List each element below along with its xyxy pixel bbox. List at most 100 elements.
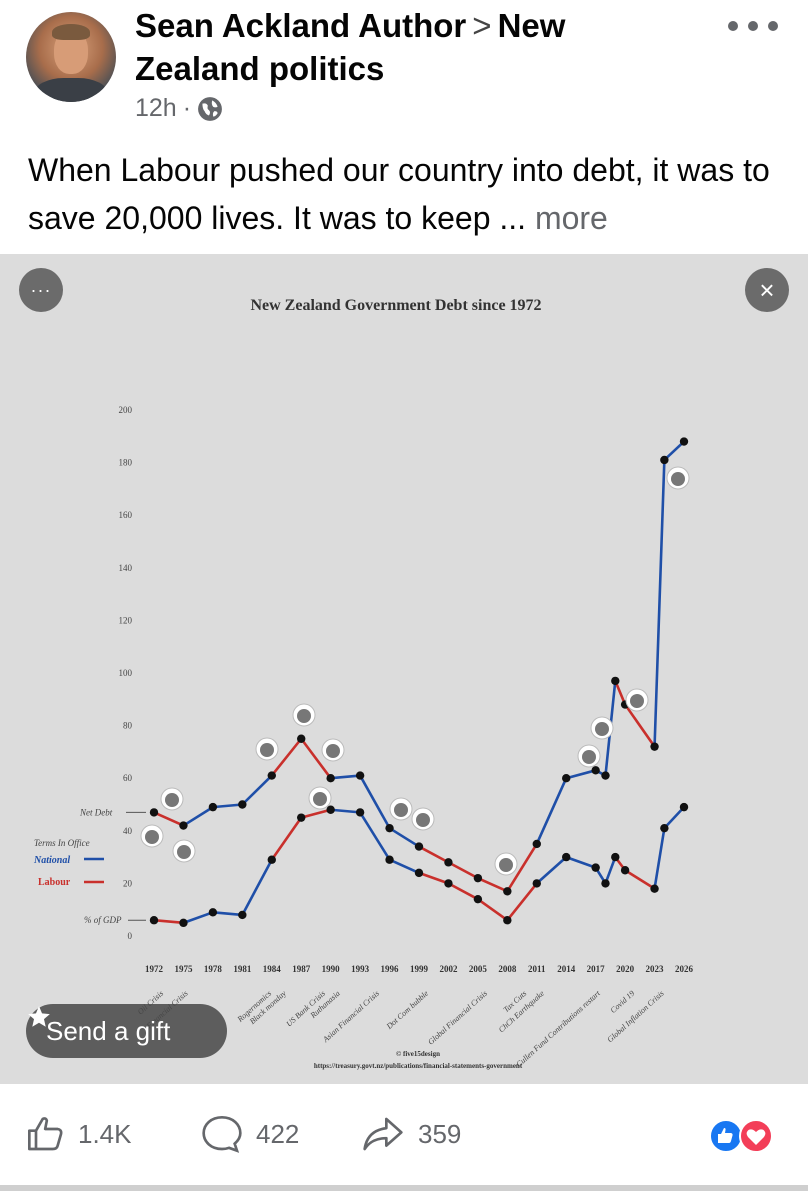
data-point-gdp — [297, 813, 306, 822]
post-image[interactable]: New Zealand Government Debt since 1972 0 2… — [0, 254, 808, 1084]
pm-portrait-face — [394, 803, 408, 817]
data-point-gdp — [355, 808, 365, 817]
data-point-gdp — [503, 916, 512, 925]
pm-portrait-face — [177, 845, 191, 859]
data-point-gdp — [179, 918, 188, 928]
comment-icon — [202, 1115, 242, 1153]
x-tick-label: 1987 — [292, 964, 311, 974]
gift-star-icon — [28, 1006, 50, 1027]
meta-dot: · — [182, 94, 192, 122]
y-tick-label: 180 — [119, 458, 133, 468]
event-annotation: Global Financial Crisis — [426, 989, 489, 1047]
data-point-net-debt — [149, 808, 159, 817]
pm-portrait-face — [671, 472, 685, 486]
series-segment-net-debt — [299, 737, 332, 780]
pm-portrait-face — [499, 858, 513, 872]
series-segment-net-debt — [663, 440, 686, 462]
series-segment-gdp — [623, 868, 656, 890]
data-point-gdp — [591, 863, 600, 872]
post-time[interactable]: 12h — [135, 94, 177, 122]
chevron-right-icon: > — [472, 7, 492, 44]
series-segment-gdp — [241, 858, 274, 917]
series-segment-gdp — [299, 808, 332, 819]
data-point-net-debt — [532, 839, 541, 849]
post-text: When Labour pushed our country into debt… — [28, 146, 798, 242]
media-menu-button[interactable]: ··· — [19, 268, 63, 312]
series-segment-net-debt — [182, 805, 215, 827]
data-point-gdp — [601, 879, 610, 888]
x-tick-label: 1996 — [381, 964, 400, 974]
data-point-net-debt — [267, 771, 276, 780]
data-point-gdp — [620, 866, 630, 875]
series-segment-net-debt — [623, 703, 656, 748]
data-point-net-debt — [355, 771, 365, 780]
data-point-net-debt — [591, 766, 600, 775]
x-tick-label: 1993 — [351, 964, 370, 974]
share-arrow-icon — [363, 1117, 403, 1151]
bottom-divider — [0, 1185, 808, 1191]
group-name-link[interactable]: New Zealand politics — [135, 7, 566, 87]
pm-portrait-face — [416, 813, 430, 827]
y-tick-label: 60 — [123, 773, 133, 783]
data-point-gdp — [385, 855, 394, 864]
pm-portrait-face — [260, 743, 274, 757]
x-tick-label: 1981 — [233, 964, 252, 974]
like-button[interactable]: 1.4K — [26, 1114, 132, 1154]
series-segment-gdp — [388, 858, 421, 875]
data-point-net-debt — [503, 887, 512, 896]
data-point-net-debt — [601, 771, 610, 780]
y-tick-label: 0 — [128, 931, 133, 941]
series-segment-net-debt — [241, 774, 274, 806]
gdp-label: % of GDP — [84, 915, 122, 925]
comment-button[interactable]: 422 — [200, 1114, 299, 1154]
x-tick-label: 1972 — [145, 964, 164, 974]
share-button[interactable]: 359 — [360, 1114, 461, 1154]
pm-portrait-face — [145, 830, 159, 844]
data-point-net-debt — [444, 858, 453, 867]
x-tick-label: 2011 — [528, 964, 546, 974]
event-annotation: Covid 19 — [609, 989, 637, 1015]
y-tick-label: 120 — [119, 615, 133, 625]
series-segment-net-debt — [613, 679, 627, 706]
data-point-gdp — [650, 884, 659, 893]
globe-icon — [198, 96, 222, 121]
comment-count: 422 — [256, 1118, 300, 1149]
series-segment-gdp — [653, 826, 666, 890]
author-name-link[interactable]: Sean Ackland Author — [135, 7, 467, 44]
reactions-summary[interactable] — [708, 1118, 778, 1154]
x-tick-label: 2023 — [646, 964, 665, 974]
y-tick-label: 200 — [119, 405, 133, 415]
close-button[interactable]: × — [745, 268, 789, 312]
x-tick-label: 2002 — [439, 964, 458, 974]
post-options-icon[interactable] — [728, 14, 778, 38]
series-segment-gdp — [447, 882, 480, 901]
series-segment-gdp — [270, 816, 303, 862]
post-body: When Labour pushed our country into debt… — [28, 152, 770, 236]
data-point-gdp — [414, 868, 424, 878]
series-segment-gdp — [329, 808, 362, 814]
data-point-gdp — [267, 855, 276, 864]
data-point-net-debt — [385, 823, 394, 833]
pm-portrait-face — [326, 744, 340, 758]
series-segment-gdp — [182, 911, 215, 925]
series-segment-net-debt — [270, 737, 303, 777]
series-segment-gdp — [535, 855, 568, 885]
data-point-net-debt — [611, 676, 620, 686]
data-point-gdp — [473, 894, 483, 904]
legend-national: National — [33, 855, 70, 866]
series-segment-gdp — [506, 882, 539, 922]
pm-portrait-face — [165, 793, 179, 807]
series-segment-net-debt — [653, 458, 666, 748]
share-count: 359 — [418, 1118, 462, 1149]
series-segment-net-debt — [506, 842, 539, 893]
close-icon: × — [759, 274, 775, 305]
author-avatar[interactable] — [26, 12, 116, 102]
net-debt-label: Net Debt — [79, 807, 113, 817]
series-segment-net-debt — [476, 876, 509, 893]
pm-portrait-face — [297, 709, 311, 723]
data-point-gdp — [208, 908, 218, 917]
see-more-link[interactable]: more — [534, 200, 608, 236]
series-segment-gdp — [476, 897, 509, 922]
send-gift-button[interactable]: Send a gift — [26, 1004, 227, 1058]
x-tick-label: 2020 — [616, 964, 635, 974]
